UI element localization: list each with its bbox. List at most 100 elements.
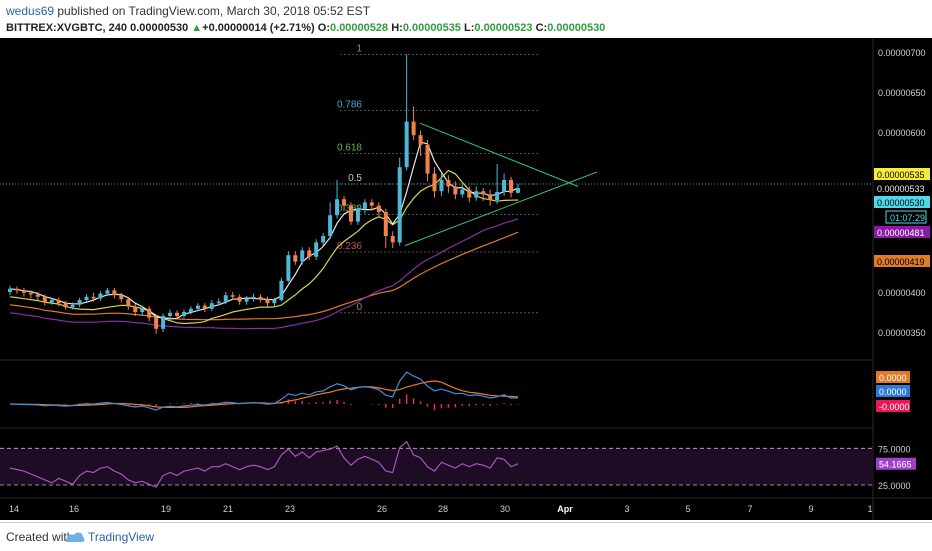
rsi-line	[9, 440, 519, 488]
candle-body	[355, 208, 360, 222]
candle-body	[175, 312, 180, 316]
candle-body	[14, 288, 19, 291]
last-price: 0.00000530	[130, 22, 189, 34]
created-with-text: Created with	[6, 530, 74, 544]
ma-purple-line	[9, 218, 519, 330]
price-tag-box	[885, 210, 927, 224]
candle-body	[77, 300, 82, 305]
chart-background	[0, 38, 932, 520]
open-label: O:	[317, 22, 331, 34]
candle-body	[28, 292, 33, 295]
candle-body	[63, 303, 68, 308]
triangle-lower-line	[404, 171, 598, 247]
candle-body	[216, 301, 221, 304]
price-tag-box	[874, 226, 930, 238]
chart-header: wedus69 published on TradingView.com, Ma…	[0, 0, 932, 38]
publish-line: wedus69 published on TradingView.com, Ma…	[6, 4, 370, 18]
tradingview-link[interactable]: TradingView	[88, 530, 155, 544]
time-axis-tick: 1	[867, 504, 872, 514]
candle-body	[258, 296, 263, 300]
candle-body	[460, 189, 465, 195]
price-tag-box	[874, 196, 930, 208]
price-tag-label: 0.00000530	[877, 198, 925, 208]
time-axis-tick: 3	[624, 504, 629, 514]
candle-body	[147, 308, 152, 318]
candle-body	[509, 180, 514, 193]
ma-orange-line	[9, 231, 519, 321]
price-tag-label: 0.00000533	[877, 184, 925, 194]
candle-body	[404, 121, 409, 168]
time-axis-tick: 7	[747, 504, 752, 514]
candle-body	[42, 296, 47, 303]
macd-tag-box	[876, 400, 910, 412]
chart-area[interactable]: 10.7860.6180.50.3820.23600.000007000.000…	[0, 38, 932, 520]
candle-body	[397, 167, 402, 243]
candle-body	[446, 180, 451, 187]
high-label: H:	[391, 22, 403, 34]
candle-body	[314, 242, 319, 257]
candle-body	[286, 255, 291, 281]
time-axis-tick: 28	[438, 504, 448, 514]
open-value: 0.00000528	[330, 22, 389, 34]
low-value: 0.00000523	[474, 22, 533, 34]
publish-text: published on TradingView.com, March 30, …	[54, 4, 371, 18]
candle-body	[21, 290, 26, 293]
candle-body	[49, 300, 54, 303]
author-link[interactable]: wedus69	[6, 4, 55, 18]
time-axis-tick: 30	[500, 504, 510, 514]
tradingview-logo-icon	[66, 532, 85, 542]
candle-body	[425, 144, 430, 174]
time-axis-tick: 21	[223, 504, 233, 514]
macd-tag-label: 0.0000	[879, 373, 907, 383]
time-axis-tick: 19	[161, 504, 171, 514]
time-axis-tick: 14	[9, 504, 19, 514]
candle-body	[383, 212, 388, 236]
price-change: +0.00000014 (+2.71%)	[202, 22, 315, 34]
candle-body	[70, 304, 75, 308]
fib-level-label: 1	[356, 43, 362, 54]
price-tag-box	[874, 255, 930, 267]
candle-body	[112, 290, 117, 296]
candle-body	[119, 295, 124, 300]
price-tag-label: 0.00000481	[877, 228, 925, 238]
candle-body	[105, 290, 110, 294]
symbol-label: BITTREX:XVGBTC, 240	[6, 22, 128, 34]
candle-body	[195, 305, 200, 309]
macd-tag-label: -0.0000	[879, 402, 910, 412]
time-axis-tick: 9	[808, 504, 813, 514]
ma-white-line	[9, 141, 519, 320]
price-tag-label: 0.00000419	[877, 257, 925, 267]
price-tag-label: 01:07:29	[890, 213, 925, 223]
time-axis-tick: 26	[377, 504, 387, 514]
candle-body	[439, 180, 444, 192]
price-axis-tick: 0.00000650	[878, 88, 926, 98]
candle-body	[390, 236, 395, 243]
candle-body	[181, 312, 186, 316]
candle-body	[516, 188, 520, 193]
macd-tag-box	[876, 371, 910, 383]
candle-body	[369, 202, 374, 206]
candle-body	[188, 308, 193, 312]
candle-body	[56, 300, 61, 304]
candle-body	[328, 215, 333, 236]
candle-body	[202, 305, 207, 309]
candle-body	[453, 186, 458, 195]
candle-body	[84, 296, 89, 300]
candle-body	[474, 191, 479, 198]
candle-body	[8, 288, 12, 292]
candle-body	[432, 173, 437, 192]
candle-body	[126, 299, 131, 307]
price-tag-box	[874, 168, 930, 180]
rsi-tick: 75.0000	[878, 444, 911, 454]
candle-body	[376, 205, 381, 212]
price-axis-tick: 0.00000400	[878, 288, 926, 298]
candle-body	[467, 189, 472, 198]
candle-body	[279, 280, 284, 300]
price-axis-tick: 0.00000350	[878, 328, 926, 338]
candle-body	[418, 135, 423, 145]
rsi-band	[0, 448, 873, 485]
candle-body	[223, 295, 228, 302]
candle-body	[244, 298, 249, 302]
rsi-tick: 25.0000	[878, 481, 911, 491]
ohlc-line: BITTREX:XVGBTC, 240 0.00000530 ▲+0.00000…	[6, 22, 605, 34]
